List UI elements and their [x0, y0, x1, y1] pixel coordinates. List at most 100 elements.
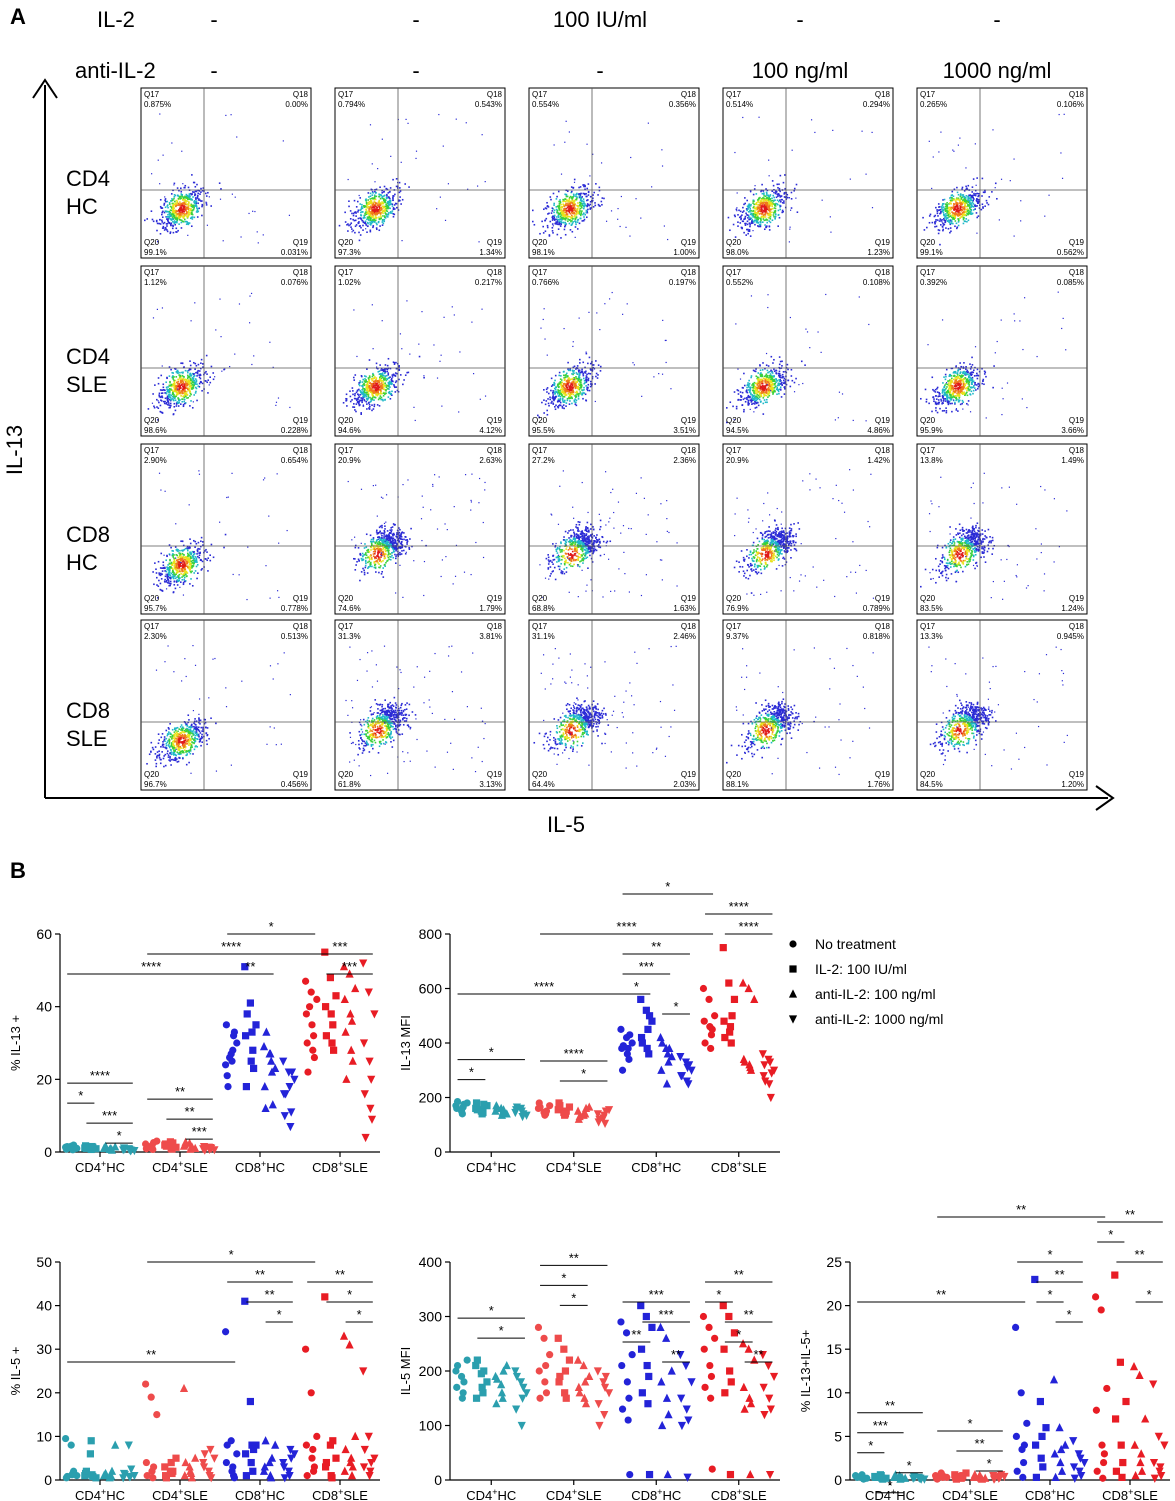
quadrant-value: 0.106%	[1057, 100, 1084, 109]
event-dot	[367, 381, 369, 383]
event-dot	[559, 225, 562, 227]
quadrant-value: 0.514%	[726, 100, 753, 109]
event-dot	[560, 375, 562, 377]
event-dot	[760, 205, 763, 208]
event-dot	[354, 211, 357, 213]
event-dot	[175, 381, 178, 384]
event-dot	[369, 192, 372, 195]
event-dot	[761, 386, 763, 388]
flow-plot-frame	[528, 265, 700, 437]
event-dot	[748, 382, 751, 385]
event-dot	[571, 391, 574, 394]
event-dot	[580, 198, 582, 201]
event-dot	[172, 213, 175, 216]
event-dot	[761, 211, 764, 214]
event-dot	[183, 388, 185, 391]
event-dot	[351, 399, 353, 401]
event-dot	[579, 210, 581, 212]
event-dot	[205, 202, 208, 204]
event-dot	[564, 374, 567, 377]
event-dot	[753, 381, 756, 384]
event-dot	[172, 399, 175, 402]
event-dot	[756, 388, 759, 391]
event-dot	[166, 219, 169, 222]
event-dot	[366, 368, 368, 370]
event-dot	[174, 205, 177, 208]
event-dot	[378, 383, 381, 386]
event-dot	[187, 382, 189, 385]
event-dot	[971, 205, 974, 207]
event-dot	[564, 204, 567, 206]
event-dot	[366, 380, 368, 383]
event-dot	[172, 209, 175, 212]
event-dot	[963, 190, 966, 192]
event-dot	[377, 398, 380, 401]
event-dot	[381, 221, 384, 223]
event-dot	[756, 217, 758, 220]
event-dot	[160, 395, 163, 398]
event-dot	[956, 214, 959, 217]
event-dot	[376, 208, 378, 210]
event-dot	[557, 383, 560, 386]
event-dot	[793, 189, 795, 192]
event-dot	[156, 222, 159, 225]
event-dot	[760, 390, 763, 393]
event-dot	[371, 211, 374, 214]
event-dot	[372, 192, 374, 194]
event-dot	[598, 189, 601, 192]
event-dot	[748, 389, 751, 391]
event-dot	[187, 396, 190, 399]
event-dot	[198, 382, 201, 385]
event-dot	[355, 403, 358, 405]
event-dot	[172, 397, 175, 399]
event-dot	[190, 400, 192, 402]
event-dot	[959, 203, 962, 206]
event-dot	[413, 406, 415, 408]
event-dot	[985, 199, 988, 202]
event-dot	[187, 201, 190, 203]
event-dot	[954, 217, 957, 219]
event-dot	[344, 221, 347, 223]
event-dot	[391, 203, 394, 206]
event-dot	[373, 201, 376, 203]
event-dot	[181, 374, 184, 377]
event-dot	[742, 220, 745, 223]
event-dot	[371, 409, 373, 412]
event-dot	[580, 378, 583, 381]
event-dot	[573, 383, 576, 386]
event-dot	[192, 181, 195, 184]
event-dot	[967, 209, 970, 212]
event-dot	[179, 375, 181, 378]
event-dot	[600, 162, 603, 164]
event-dot	[954, 225, 956, 228]
event-dot	[181, 398, 183, 400]
event-dot	[190, 374, 193, 377]
event-dot	[575, 401, 577, 404]
event-dot	[360, 412, 362, 414]
event-dot	[365, 379, 367, 381]
event-dot	[193, 216, 196, 219]
event-dot	[752, 206, 755, 209]
event-dot	[738, 216, 741, 219]
quadrant-value: 1.00%	[673, 248, 696, 257]
event-dot	[771, 219, 774, 222]
event-dot	[380, 387, 382, 390]
event-dot	[740, 215, 742, 218]
event-dot	[376, 394, 378, 396]
event-dot	[961, 188, 963, 190]
event-dot	[563, 207, 566, 210]
event-dot	[952, 212, 955, 214]
event-dot	[189, 395, 191, 397]
event-dot	[173, 182, 176, 185]
event-dot	[176, 202, 178, 204]
event-dot	[398, 365, 400, 367]
event-dot	[168, 213, 171, 216]
event-dot	[781, 373, 784, 376]
event-dot	[373, 197, 376, 200]
event-dot	[974, 205, 976, 207]
event-dot	[366, 393, 369, 396]
event-dot	[212, 378, 215, 381]
event-dot	[568, 393, 570, 395]
event-dot	[355, 215, 357, 217]
event-dot	[230, 114, 232, 116]
